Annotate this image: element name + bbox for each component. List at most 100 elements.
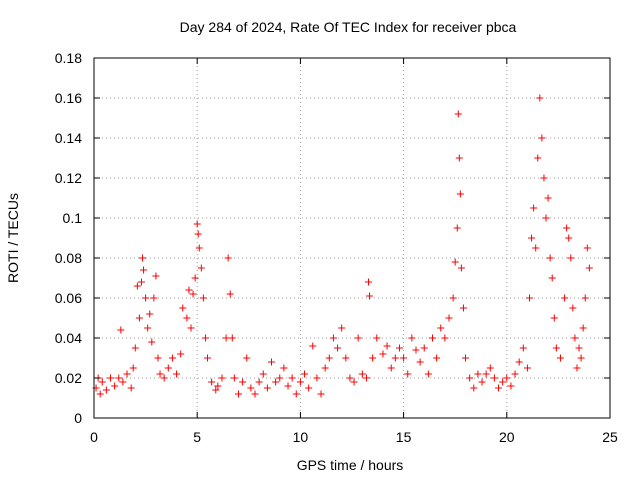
data-point: [490, 374, 498, 382]
data-point: [571, 334, 579, 342]
x-tick-label: 0: [90, 429, 98, 445]
data-point: [424, 370, 432, 378]
data-point: [354, 334, 362, 342]
data-point: [366, 292, 374, 300]
data-point: [515, 358, 523, 366]
data-point: [305, 384, 313, 392]
data-point: [119, 378, 127, 386]
data-point: [486, 364, 494, 372]
data-point: [449, 294, 457, 302]
data-point: [408, 334, 416, 342]
x-tick-label: 20: [499, 429, 515, 445]
data-point: [199, 294, 207, 302]
data-point: [301, 370, 309, 378]
data-point: [152, 272, 160, 280]
data-point: [346, 374, 354, 382]
data-point: [416, 358, 424, 366]
data-point: [462, 354, 470, 362]
data-point: [247, 384, 255, 392]
chart-title: Day 284 of 2024, Rate Of TEC Index for r…: [180, 19, 517, 35]
data-point: [495, 384, 503, 392]
data-point: [540, 174, 548, 182]
data-point: [542, 214, 550, 222]
data-point: [420, 344, 428, 352]
data-point: [334, 344, 342, 352]
data-point: [139, 254, 147, 262]
y-tick-label: 0.14: [55, 130, 82, 146]
data-point: [569, 304, 577, 312]
y-tick-label: 0.1: [63, 210, 83, 226]
data-point: [309, 342, 317, 350]
data-point: [482, 370, 490, 378]
data-point: [129, 364, 137, 372]
data-point: [251, 390, 259, 398]
data-point: [534, 154, 542, 162]
data-point: [321, 364, 329, 372]
data-point: [526, 294, 534, 302]
data-point: [412, 346, 420, 354]
data-point: [400, 354, 408, 362]
data-point: [173, 370, 181, 378]
x-tick-label: 10: [293, 429, 309, 445]
data-point: [185, 286, 193, 294]
data-point: [387, 364, 395, 372]
y-tick-label: 0.06: [55, 290, 82, 306]
data-point: [131, 344, 139, 352]
data-point: [148, 338, 156, 346]
data-point: [115, 374, 123, 382]
data-point: [144, 324, 152, 332]
data-point: [369, 354, 377, 362]
data-point: [581, 294, 589, 302]
data-point: [117, 326, 125, 334]
data-point: [561, 294, 569, 302]
data-point: [546, 254, 554, 262]
data-point: [325, 354, 333, 362]
data-point: [575, 344, 583, 352]
data-point: [523, 364, 531, 372]
data-point: [208, 378, 216, 386]
data-point: [544, 194, 552, 202]
data-point: [437, 324, 445, 332]
data-point: [342, 354, 350, 362]
data-point: [395, 344, 403, 352]
data-point: [137, 278, 145, 286]
data-point: [428, 334, 436, 342]
data-point: [179, 304, 187, 312]
data-point: [532, 244, 540, 252]
plot-frame: [93, 57, 611, 419]
y-tick-label: 0.16: [55, 90, 82, 106]
data-point: [218, 374, 226, 382]
data-point: [538, 134, 546, 142]
data-point: [511, 370, 519, 378]
data-point: [272, 378, 280, 386]
data-point: [276, 374, 284, 382]
data-point: [123, 370, 131, 378]
data-point: [466, 374, 474, 382]
data-point: [536, 94, 544, 102]
data-point: [548, 274, 556, 282]
data-point: [519, 344, 527, 352]
data-point: [284, 382, 292, 390]
data-point: [459, 304, 467, 312]
data-point: [194, 230, 202, 238]
data-point: [146, 310, 154, 318]
data-point: [313, 374, 321, 382]
data-point: [445, 314, 453, 322]
data-point: [296, 378, 304, 386]
data-point: [154, 354, 162, 362]
data-point: [373, 334, 381, 342]
data-point: [474, 370, 482, 378]
data-point: [150, 294, 158, 302]
data-point: [573, 364, 581, 372]
y-tick-label: 0.04: [55, 330, 82, 346]
data-point: [195, 244, 203, 252]
data-point: [234, 390, 242, 398]
data-point: [191, 274, 199, 282]
x-tick-label: 5: [193, 429, 201, 445]
data-point: [292, 390, 300, 398]
data-point: [255, 378, 263, 386]
data-point: [102, 386, 110, 394]
data-point: [457, 264, 465, 272]
data-point: [187, 324, 195, 332]
